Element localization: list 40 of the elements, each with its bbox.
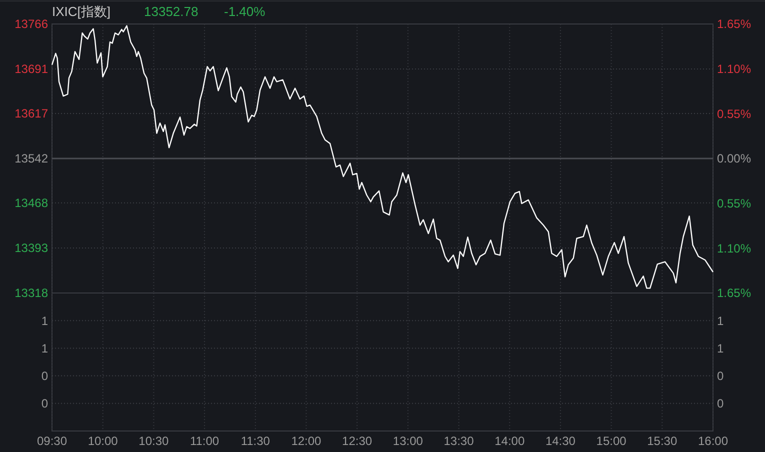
x-tick-label: 10:30 (138, 434, 170, 448)
x-tick-label: 13:30 (444, 434, 474, 448)
y2-tick-label: 0.55% (717, 106, 752, 121)
y-tick-label: 13393 (14, 241, 48, 256)
x-tick-label: 15:00 (596, 434, 627, 448)
x-tick-label: 11:00 (190, 434, 220, 448)
y2-tick-label: 1 (717, 314, 724, 328)
y2-tick-label: 1.65% (717, 17, 752, 32)
y-tick-label: 13318 (14, 286, 48, 300)
line-series (51, 25, 714, 289)
y2-tick-label: 0.00% (717, 152, 752, 166)
x-tick-label: 14:00 (494, 434, 525, 448)
y-tick-label: 13766 (14, 17, 48, 32)
y2-tick-label: 1.65% (717, 286, 752, 300)
x-tick-label: 15:30 (647, 434, 678, 448)
y-tick-label: 1 (41, 314, 48, 328)
y2-tick-label: 0 (717, 369, 724, 383)
text: 13352.78 (144, 4, 198, 19)
x-tick-label: 12:30 (342, 434, 372, 448)
text: -1.40% (224, 4, 266, 19)
y-tick-label: 0 (41, 369, 48, 383)
x-tick-label: 14:30 (545, 434, 576, 448)
y2-tick-label: 0.55% (717, 196, 752, 211)
y2-tick-label: 1 (717, 341, 724, 356)
y2-tick-label: 1.10% (717, 62, 752, 76)
y-tick-label: 13542 (14, 152, 48, 166)
x-tick-label: 13:00 (392, 434, 424, 448)
y-tick-label: 13691 (14, 62, 48, 76)
y2-tick-label: 1.10% (717, 241, 752, 256)
y-tick-label: 13617 (14, 106, 48, 121)
chart-title: IXIC[指数] (52, 4, 111, 19)
x-tick-label: 10:00 (88, 434, 118, 448)
x-tick-label: 11:30 (240, 434, 270, 448)
x-tick-label: 09:30 (36, 434, 68, 448)
x-tick-label: 12:00 (291, 434, 322, 448)
y-tick-label: 1 (41, 341, 48, 356)
y-tick-label: 13468 (14, 196, 48, 210)
y2-tick-label: 0 (717, 396, 724, 411)
x-tick-label: 16:00 (698, 434, 728, 448)
y-tick-label: 0 (41, 396, 48, 411)
